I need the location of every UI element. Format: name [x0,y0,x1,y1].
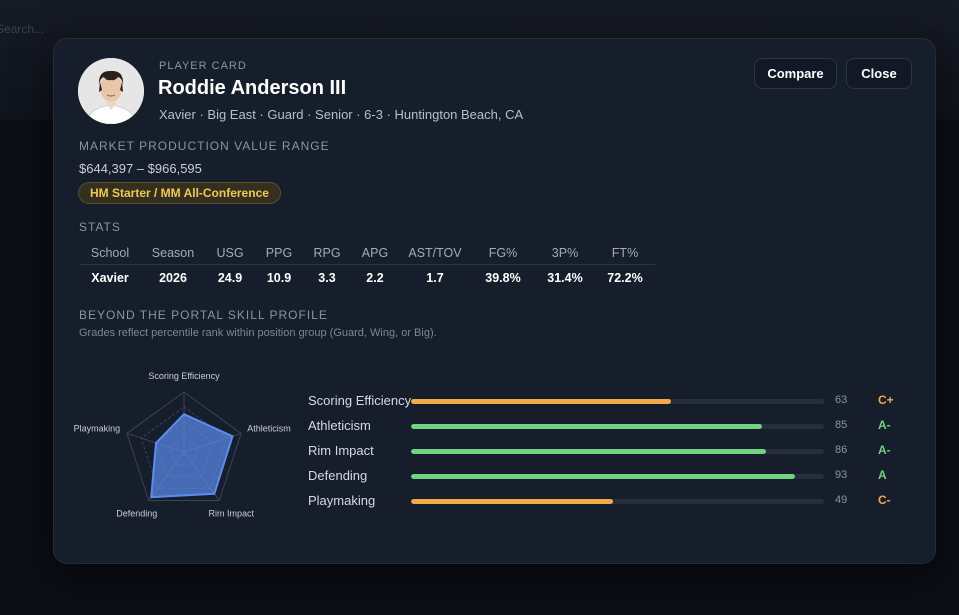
skill-bar-track [411,399,824,404]
skill-score: 93 [835,469,848,481]
stats-header-cell: School [90,245,130,260]
radar-label: Athleticism [247,423,291,433]
skill-grade: C+ [878,393,894,407]
stats-cell: 10.9 [255,263,303,292]
radar-label: Defending [116,509,157,519]
stats-cell: 72.2% [595,263,655,292]
stats-header-cell: RPG [313,245,341,260]
stats-cell: 2.2 [351,263,399,292]
tier-badge: HM Starter / MM All-Conference [78,182,281,204]
stats-header-cell: Season [151,245,195,260]
stats-header-cell: APG [361,245,389,260]
player-avatar [78,58,144,124]
skill-row-athleticism: Athleticism 85 A- [308,417,908,435]
stats-cell: 3.3 [303,263,351,292]
compare-button[interactable]: Compare [754,58,837,89]
stats-cell: 31.4% [535,263,595,292]
card-eyebrow: PLAYER CARD [159,60,247,72]
radar-label: Rim Impact [209,509,255,519]
skill-radar-chart: Scoring Efficiency Athleticism Rim Impac… [74,371,291,519]
skill-grade: A [878,468,887,482]
radar-grid-ring [126,391,242,502]
close-button[interactable]: Close [846,58,912,89]
stats-header-cell: USG [216,245,244,260]
skill-bar-track [411,474,824,479]
skill-name: Defending [308,468,368,483]
stats-table: School Season USG PPG RPG APG AST/TOV FG… [79,242,655,292]
market-value-heading: MARKET PRODUCTION VALUE RANGE [79,139,330,153]
skill-name: Playmaking [308,493,376,508]
player-photo-icon [78,58,144,124]
radar-skill-polygon [150,412,234,499]
skill-name: Rim Impact [308,443,374,458]
skill-profile-heading: BEYOND THE PORTAL SKILL PROFILE [79,308,328,322]
skill-grade: A- [878,443,891,457]
stats-cell: 1.7 [399,263,471,292]
background-search-label: Search... [0,22,45,36]
skill-name: Scoring Efficiency [308,393,412,408]
radar-label: Scoring Efficiency [148,371,220,381]
stats-header-cell: PPG [265,245,293,260]
skill-bar-track [411,424,824,429]
skill-row-defending: Defending 93 A [308,467,908,485]
skill-profile-subtitle: Grades reflect percentile rank within po… [79,327,437,339]
player-meta: Xavier · Big East · Guard · Senior · 6-3… [159,107,524,122]
skill-bar-fill [411,449,767,454]
skill-score: 85 [835,419,848,431]
stats-cell: Xavier [79,263,141,292]
market-value-range: $644,397 – $966,595 [79,161,202,176]
skill-grade: C- [878,493,891,507]
stats-header-cell: FT% [611,245,639,260]
stats-cell: 24.9 [205,263,255,292]
skill-row-scoring-efficiency: Scoring Efficiency 63 C+ [308,392,908,410]
stats-header-cell: AST/TOV [408,245,462,260]
skill-bar-track [411,449,824,454]
stats-header-cell: FG% [488,245,518,260]
skill-score: 86 [835,444,848,456]
stats-cell: 39.8% [471,263,535,292]
skill-bar-fill [411,399,672,404]
skill-score: 63 [835,394,848,406]
skill-row-playmaking: Playmaking 49 C- [308,492,908,510]
skill-grade: A- [878,418,891,432]
table-row: Xavier 2026 24.9 10.9 3.3 2.2 1.7 39.8% … [79,263,655,292]
stats-header-cell: 3P% [551,245,579,260]
stats-cell: 2026 [141,263,205,292]
skill-row-rim-impact: Rim Impact 86 A- [308,442,908,460]
stats-header-row: School Season USG PPG RPG APG AST/TOV FG… [79,242,655,264]
skill-bar-fill [411,499,614,504]
stats-heading: STATS [79,220,121,234]
radar-label: Playmaking [74,423,120,433]
player-card-modal: PLAYER CARD Roddie Anderson III Xavier ·… [53,38,936,564]
skill-bar-fill [411,424,763,429]
player-name: Roddie Anderson III [158,77,347,99]
skill-bar-track [411,499,824,504]
skill-bar-fill [411,474,796,479]
skill-score: 49 [835,494,848,506]
skill-name: Athleticism [308,418,371,433]
